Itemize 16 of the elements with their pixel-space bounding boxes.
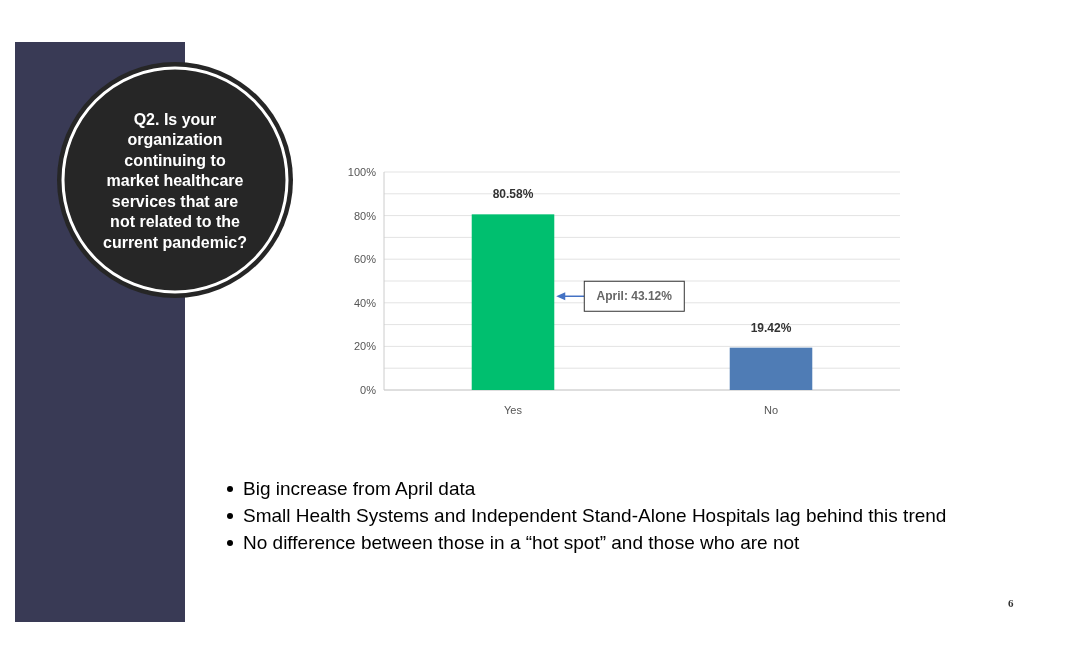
y-tick-label: 100% <box>347 166 377 178</box>
data-label: 19.42% <box>750 320 792 335</box>
x-tick-label: No <box>763 404 779 416</box>
y-tick-label: 80% <box>353 209 377 222</box>
data-label: 80.58% <box>492 187 534 202</box>
y-tick-label: 60% <box>353 253 377 266</box>
text: 6 <box>1008 597 1014 609</box>
y-tick-label: 40% <box>353 296 377 309</box>
x-tick-label: Yes <box>504 404 523 416</box>
text: Big increase from April data <box>243 478 476 499</box>
annotation: April: 43.12% <box>596 289 673 304</box>
y-tick-label: 20% <box>353 340 377 353</box>
text: Q2. Is your organization continuing to market healthcare services that are not related to the current pandemic? <box>102 110 248 251</box>
text: No difference between those in a “hot spot” and those who are not <box>243 532 801 553</box>
text: Small Health Systems and Independent Stand-Alone Hospitals lag behind this trend <box>243 505 947 526</box>
y-tick-label: 0% <box>360 384 377 396</box>
